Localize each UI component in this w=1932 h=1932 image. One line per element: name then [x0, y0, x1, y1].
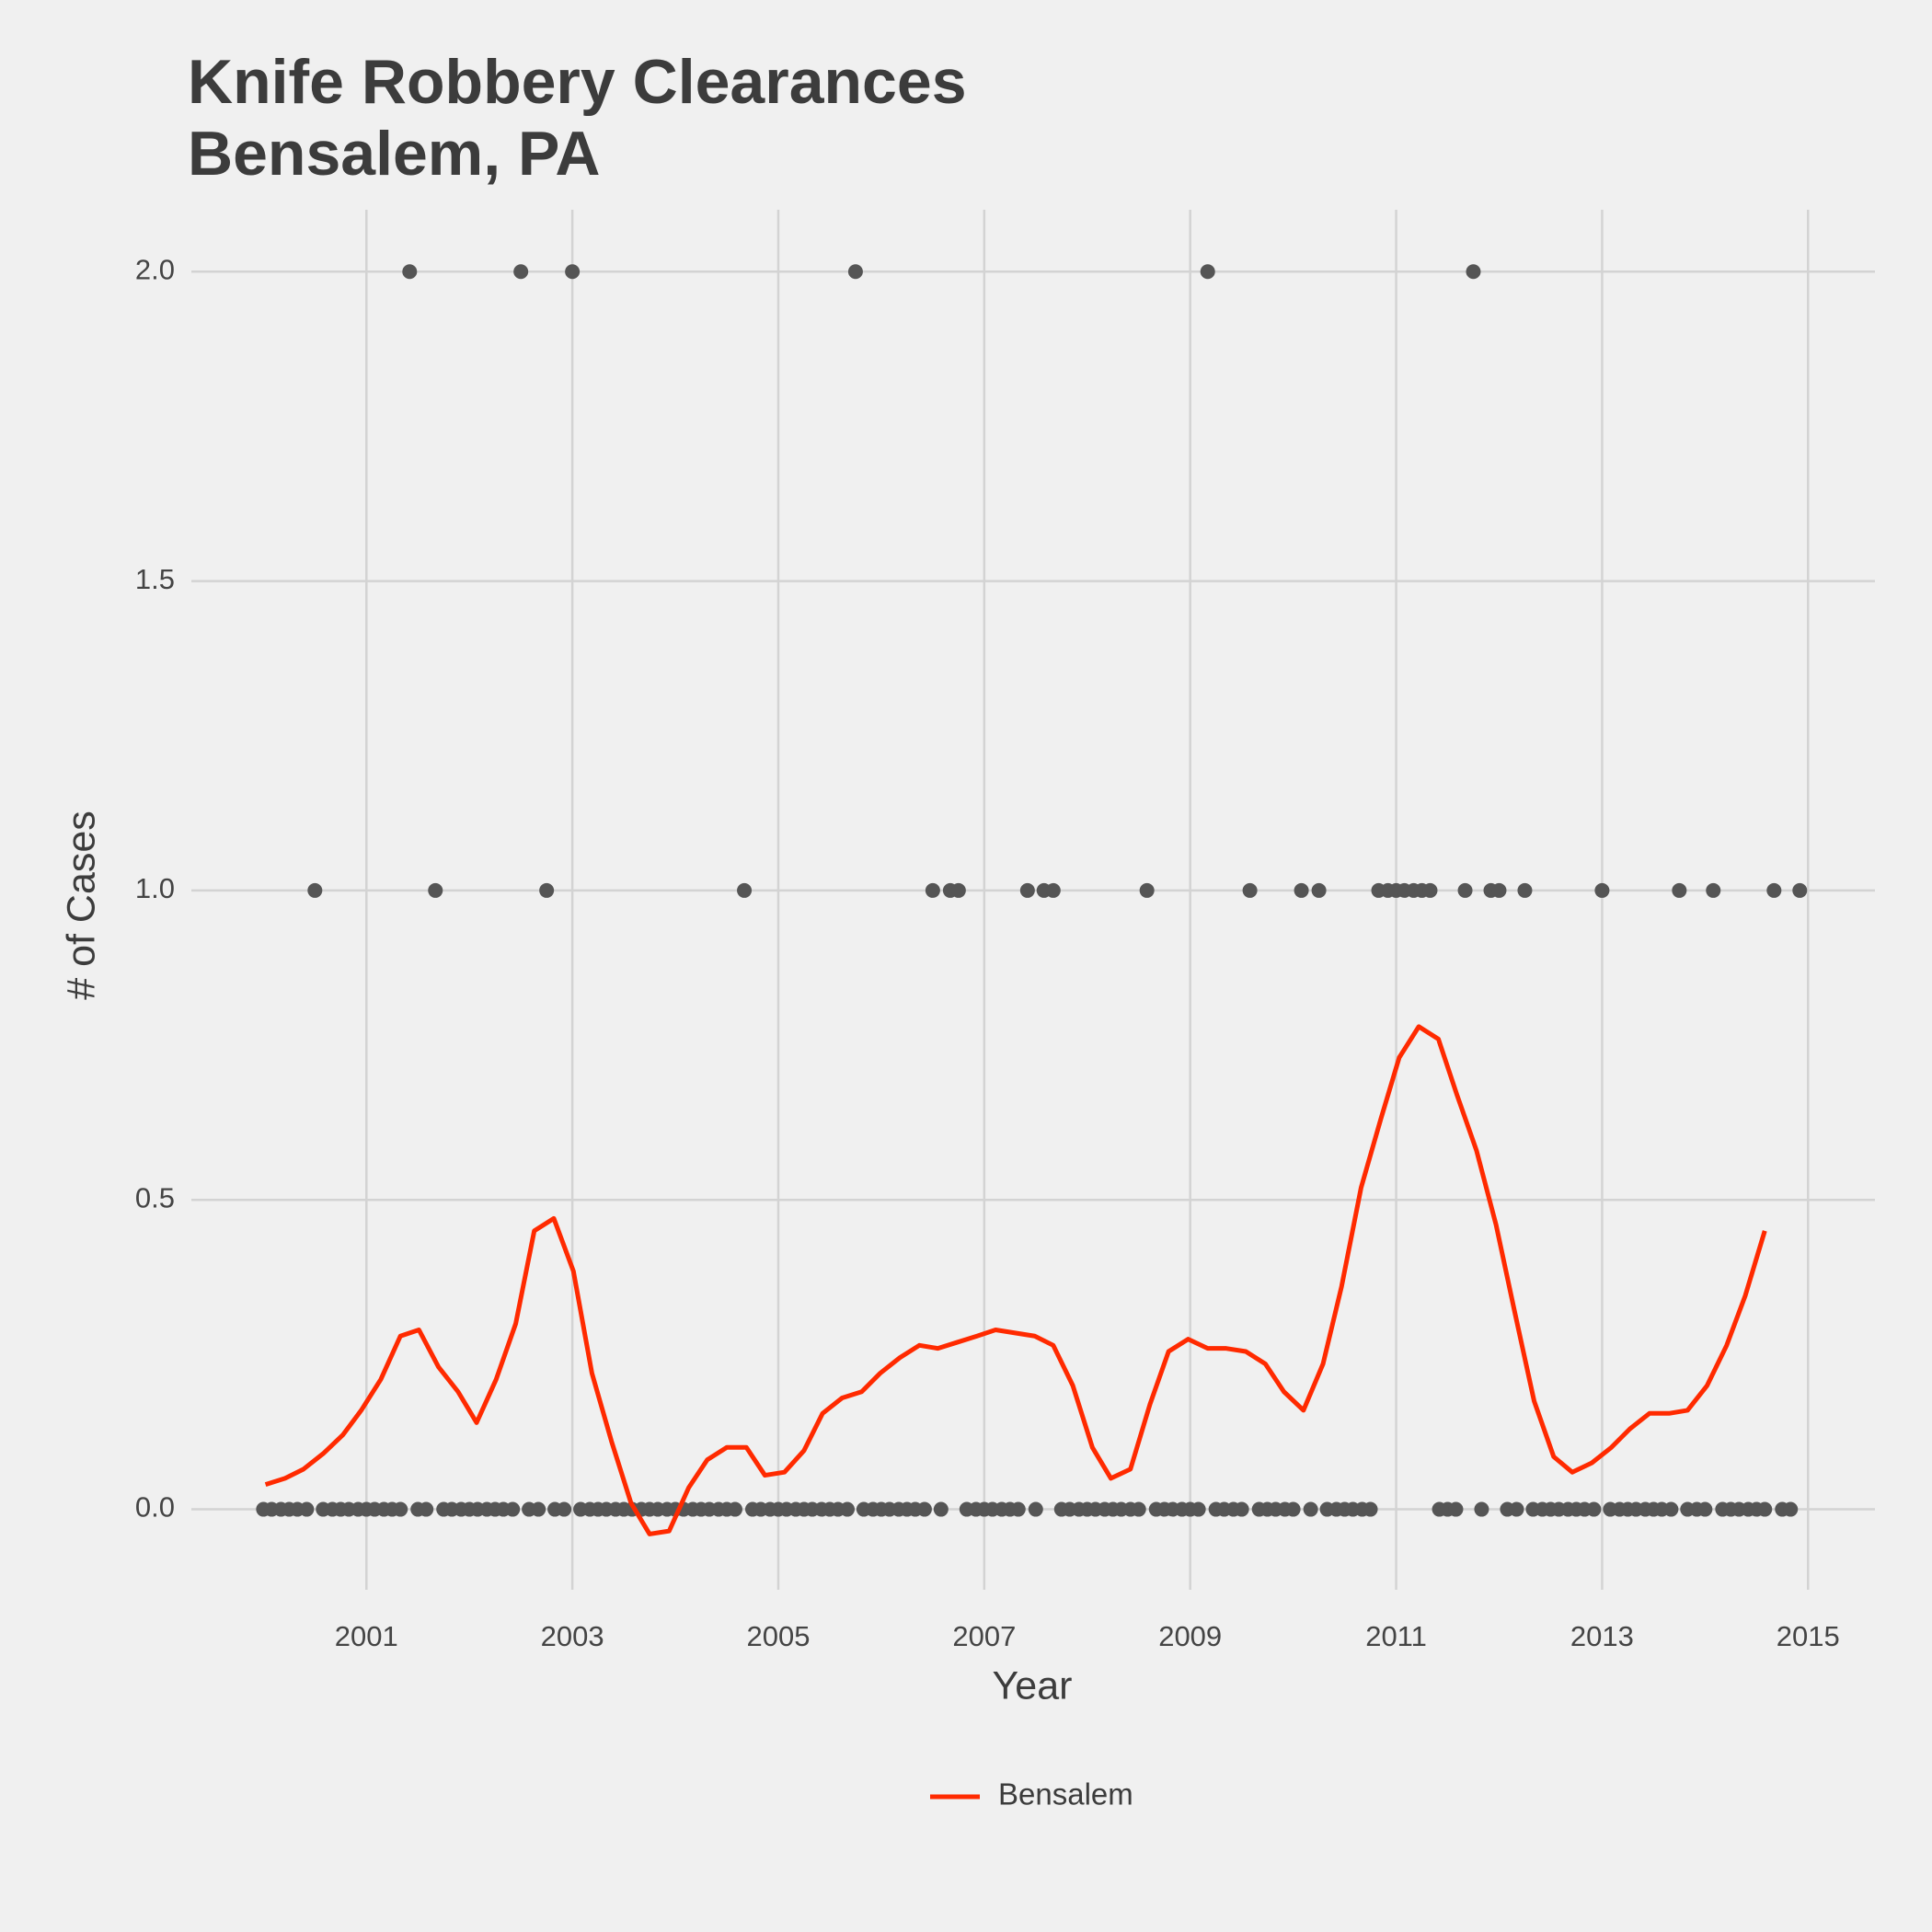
y-tick-label: 0.5	[135, 1181, 175, 1213]
data-point	[1783, 1501, 1799, 1517]
y-axis-title: # of Cases	[59, 811, 103, 1000]
data-point	[1466, 264, 1481, 280]
data-point	[1242, 882, 1258, 898]
data-point	[1509, 1501, 1524, 1517]
data-point	[950, 882, 966, 898]
data-point	[393, 1501, 408, 1517]
data-point	[1200, 264, 1215, 280]
data-point	[299, 1501, 315, 1517]
series-line	[264, 1024, 1767, 1536]
x-tick-label: 2013	[1570, 1620, 1634, 1652]
data-point	[1697, 1501, 1713, 1517]
data-point	[1311, 882, 1327, 898]
x-tick-label: 2015	[1777, 1620, 1840, 1652]
legend-label: Bensalem	[998, 1777, 1133, 1811]
chart-title: Knife Robbery Clearances	[188, 47, 967, 117]
data-point	[307, 882, 323, 898]
y-tick-label: 1.5	[135, 563, 175, 595]
data-point	[505, 1501, 521, 1517]
data-point	[727, 1501, 742, 1517]
data-point	[531, 1501, 546, 1517]
data-point	[1190, 1501, 1206, 1517]
data-point	[916, 1501, 932, 1517]
data-point	[1517, 882, 1533, 898]
x-tick-label: 2007	[952, 1620, 1016, 1652]
data-point	[1491, 882, 1507, 898]
chart-title: Bensalem, PA	[188, 119, 600, 189]
y-tick-label: 0.0	[135, 1491, 175, 1524]
data-point	[1448, 1501, 1464, 1517]
data-point	[557, 1501, 572, 1517]
data-point	[1028, 1501, 1043, 1517]
data-point	[1474, 1501, 1489, 1517]
data-point	[1234, 1501, 1249, 1517]
data-point	[1019, 882, 1035, 898]
data-point	[1586, 1501, 1602, 1517]
data-point	[1363, 1501, 1378, 1517]
data-point	[1792, 882, 1808, 898]
data-point	[1045, 882, 1061, 898]
x-axis-title: Year	[993, 1663, 1073, 1708]
data-point	[737, 882, 753, 898]
data-point	[513, 264, 529, 280]
x-tick-label: 2001	[335, 1620, 398, 1652]
data-point	[565, 264, 581, 280]
x-tick-label: 2011	[1365, 1620, 1427, 1652]
y-tick-label: 1.0	[135, 872, 175, 904]
data-point	[1663, 1501, 1679, 1517]
data-point	[1303, 1501, 1318, 1517]
data-point	[925, 882, 940, 898]
data-point	[1594, 882, 1610, 898]
x-tick-label: 2009	[1158, 1620, 1222, 1652]
data-point	[539, 882, 555, 898]
data-point	[1457, 882, 1473, 898]
x-tick-label: 2005	[746, 1620, 810, 1652]
y-tick-label: 2.0	[135, 253, 175, 285]
data-point	[1706, 882, 1721, 898]
data-point	[847, 264, 863, 280]
data-point	[402, 264, 418, 280]
data-point	[1766, 882, 1782, 898]
data-point	[1285, 1501, 1301, 1517]
data-point	[933, 1501, 949, 1517]
x-tick-label: 2003	[541, 1620, 604, 1652]
data-point	[1131, 1501, 1146, 1517]
data-point	[1422, 882, 1438, 898]
data-point	[1294, 882, 1309, 898]
data-point	[419, 1501, 434, 1517]
data-point	[1672, 882, 1687, 898]
data-point	[1139, 882, 1155, 898]
data-point	[1010, 1501, 1026, 1517]
data-point	[428, 882, 443, 898]
data-point	[839, 1501, 855, 1517]
data-point	[1757, 1501, 1773, 1517]
